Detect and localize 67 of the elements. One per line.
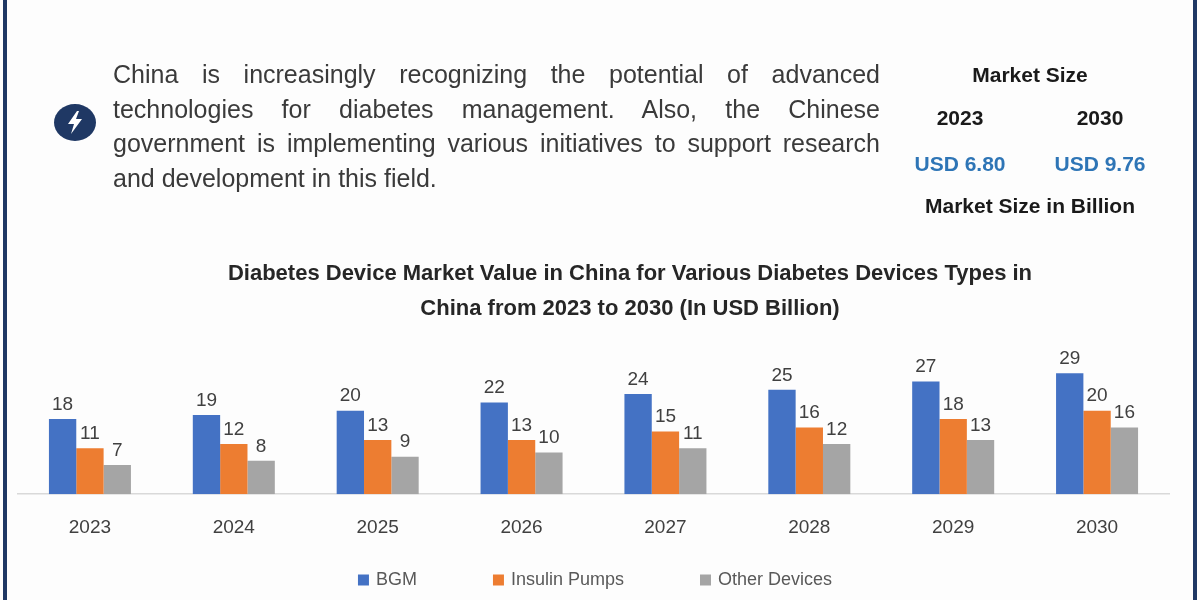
bar (103, 464, 131, 495)
text: Market Size (971, 62, 1089, 88)
data-label: 22 (483, 376, 505, 398)
data-label: 16 (1113, 401, 1135, 423)
bar (507, 439, 536, 495)
text: Market Size in Billion (924, 193, 1136, 219)
legend-label: BGM (375, 568, 417, 589)
legend-label: Other Devices (718, 568, 833, 589)
bar (679, 448, 707, 495)
bar (651, 431, 680, 495)
x-tick-label: 2028 (788, 515, 831, 537)
data-label: 13 (367, 413, 389, 435)
bar (1056, 373, 1084, 495)
data-label: 13 (969, 413, 992, 435)
bar (480, 402, 508, 495)
text: USD 9.76 (1054, 151, 1146, 177)
data-label: 25 (771, 363, 793, 385)
data-label: 24 (627, 367, 650, 389)
x-tick-label: 2027 (644, 515, 687, 537)
x-tick-label: 2023 (68, 515, 112, 537)
data-label: 12 (826, 417, 848, 439)
bar (192, 414, 221, 495)
bar (939, 419, 967, 495)
x-tick-label: 2025 (356, 515, 399, 537)
bar (912, 381, 940, 495)
data-label: 7 (111, 438, 123, 460)
bar (76, 448, 104, 495)
data-label: 20 (1086, 384, 1108, 406)
bar (1110, 427, 1139, 495)
bar (247, 460, 275, 495)
data-label: 15 (654, 405, 677, 427)
bar (966, 439, 995, 495)
x-tick-label: 2029 (932, 515, 975, 537)
bar (336, 410, 365, 495)
data-label: 16 (798, 401, 820, 423)
x-tick-label: 2024 (212, 515, 256, 537)
bar (48, 419, 77, 495)
bar (535, 452, 563, 495)
bar (364, 439, 392, 495)
bar (795, 427, 823, 495)
data-label: 18 (52, 392, 74, 414)
bar (220, 444, 248, 495)
bar (624, 394, 652, 495)
data-label: 8 (255, 434, 267, 456)
bar (822, 444, 851, 495)
data-label: 10 (538, 426, 560, 448)
text: China is increasingly recognizing the potential of advanced technologies for diabetes management. Also, the Chinese government is implementing various initiatives to support research and development in this field. (113, 59, 880, 194)
bar (768, 389, 796, 495)
x-tick-label: 2026 (500, 515, 543, 537)
data-label: 12 (223, 417, 245, 439)
x-tick-label: 2030 (1075, 515, 1119, 537)
data-label: 18 (942, 392, 964, 414)
data-label: 13 (510, 413, 533, 435)
data-label: 11 (80, 422, 100, 444)
legend-label: Insulin Pumps (510, 568, 625, 589)
text: 2030 (1076, 105, 1124, 131)
bar (391, 456, 419, 495)
data-label: 20 (339, 384, 361, 406)
text: 2023 (936, 105, 984, 131)
chart-title: Diabetes Device Market Value in China for Various Diabetes Devices Types in China from 2023 to 2030 (In USD Billion) (226, 259, 1034, 322)
bar (1083, 410, 1111, 495)
data-label: 19 (195, 388, 218, 410)
text: USD 6.80 (914, 151, 1006, 177)
data-label: 11 (682, 422, 703, 444)
data-label: 9 (399, 430, 411, 452)
data-label: 29 (1059, 346, 1081, 368)
data-label: 27 (915, 355, 937, 377)
